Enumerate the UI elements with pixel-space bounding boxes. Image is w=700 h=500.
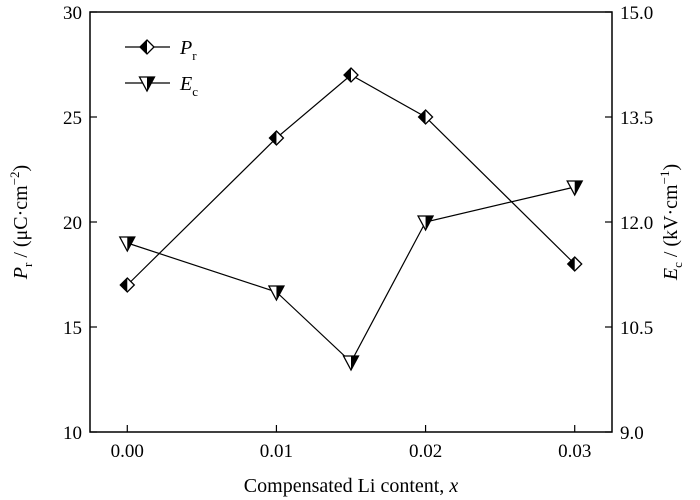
y-right-tick-label-4: 15.0 — [620, 3, 653, 24]
series-1-point-1 — [267, 285, 286, 302]
legend-marker-shape-0 — [139, 39, 155, 55]
legend-marker-ec — [138, 76, 156, 93]
series-0-point-4 — [566, 256, 583, 272]
y-axis-right-title: Ec / (kV·cm−1) — [657, 164, 685, 281]
y-left-tick-label-4: 30 — [63, 3, 82, 24]
x-tick-label-1: 0.01 — [260, 441, 293, 462]
legend-pr-subscript: r — [192, 48, 197, 63]
y-left-tick-label-2: 20 — [63, 213, 82, 234]
y-left-tick-label-1: 15 — [63, 318, 82, 339]
y-right-unit-sup: −1 — [657, 171, 672, 185]
y-left-tick-label-0: 10 — [63, 423, 82, 444]
series-1-point-2 — [342, 355, 360, 372]
legend-ec-symbol: E — [179, 73, 192, 95]
x-axis-title-var: x — [448, 475, 458, 497]
series-0-point-2 — [343, 67, 359, 83]
x-axis-title: Compensated Li content, x — [244, 475, 459, 497]
x-tick-label-2: 0.02 — [409, 441, 442, 462]
series-1-point-0 — [118, 236, 136, 253]
y-right-unit-pre: / (kV·cm — [660, 184, 682, 262]
y-left-tick-label-3: 25 — [63, 108, 82, 129]
x-tick-label-3: 0.03 — [558, 441, 591, 462]
y-right-tick-label-3: 13.5 — [620, 108, 653, 129]
axis-ticks: 0.00 0.01 0.02 0.03 10 15 20 25 30 9.0 10.5 12.0 13.… — [63, 3, 653, 462]
series-0-point-1 — [268, 130, 285, 146]
y-right-unit-post: ) — [660, 164, 682, 171]
series-1-point-3 — [416, 215, 435, 232]
legend-label-ec: Ec — [179, 73, 198, 99]
y-right-symbol: E — [660, 268, 682, 281]
x-tick-label-0: 0.00 — [111, 441, 144, 462]
y-axis-left-title: Pr / (μC·cm−2) — [7, 165, 35, 280]
y-left-subscript: r — [20, 262, 35, 267]
legend-marker-shape-1 — [138, 76, 156, 93]
x-axis-title-text: Compensated Li content, — [244, 475, 450, 497]
series-line-0 — [126, 74, 576, 286]
legend: Pr Ec — [125, 37, 198, 99]
series-1-point-4 — [566, 180, 584, 197]
y-right-tick-label-1: 10.5 — [620, 318, 653, 339]
series-lines — [126, 74, 576, 363]
legend-label-pr: Pr — [179, 37, 197, 63]
y-right-subscript: c — [670, 262, 685, 268]
y-right-tick-label-2: 12.0 — [620, 213, 653, 234]
series-line-1 — [127, 186, 575, 363]
y-left-unit-pre: / (μC·cm — [10, 185, 32, 263]
legend-pr-symbol: P — [179, 37, 192, 59]
series-markers — [118, 67, 584, 372]
y-right-tick-label-0: 9.0 — [620, 423, 644, 444]
y-left-unit-sup: −2 — [7, 171, 22, 185]
y-left-symbol: P — [10, 267, 32, 280]
legend-marker-pr — [139, 39, 155, 55]
y-left-unit-post: ) — [10, 165, 32, 172]
series-0-point-0 — [119, 277, 136, 293]
series-0-point-3 — [417, 109, 434, 125]
legend-ec-subscript: c — [192, 84, 198, 99]
